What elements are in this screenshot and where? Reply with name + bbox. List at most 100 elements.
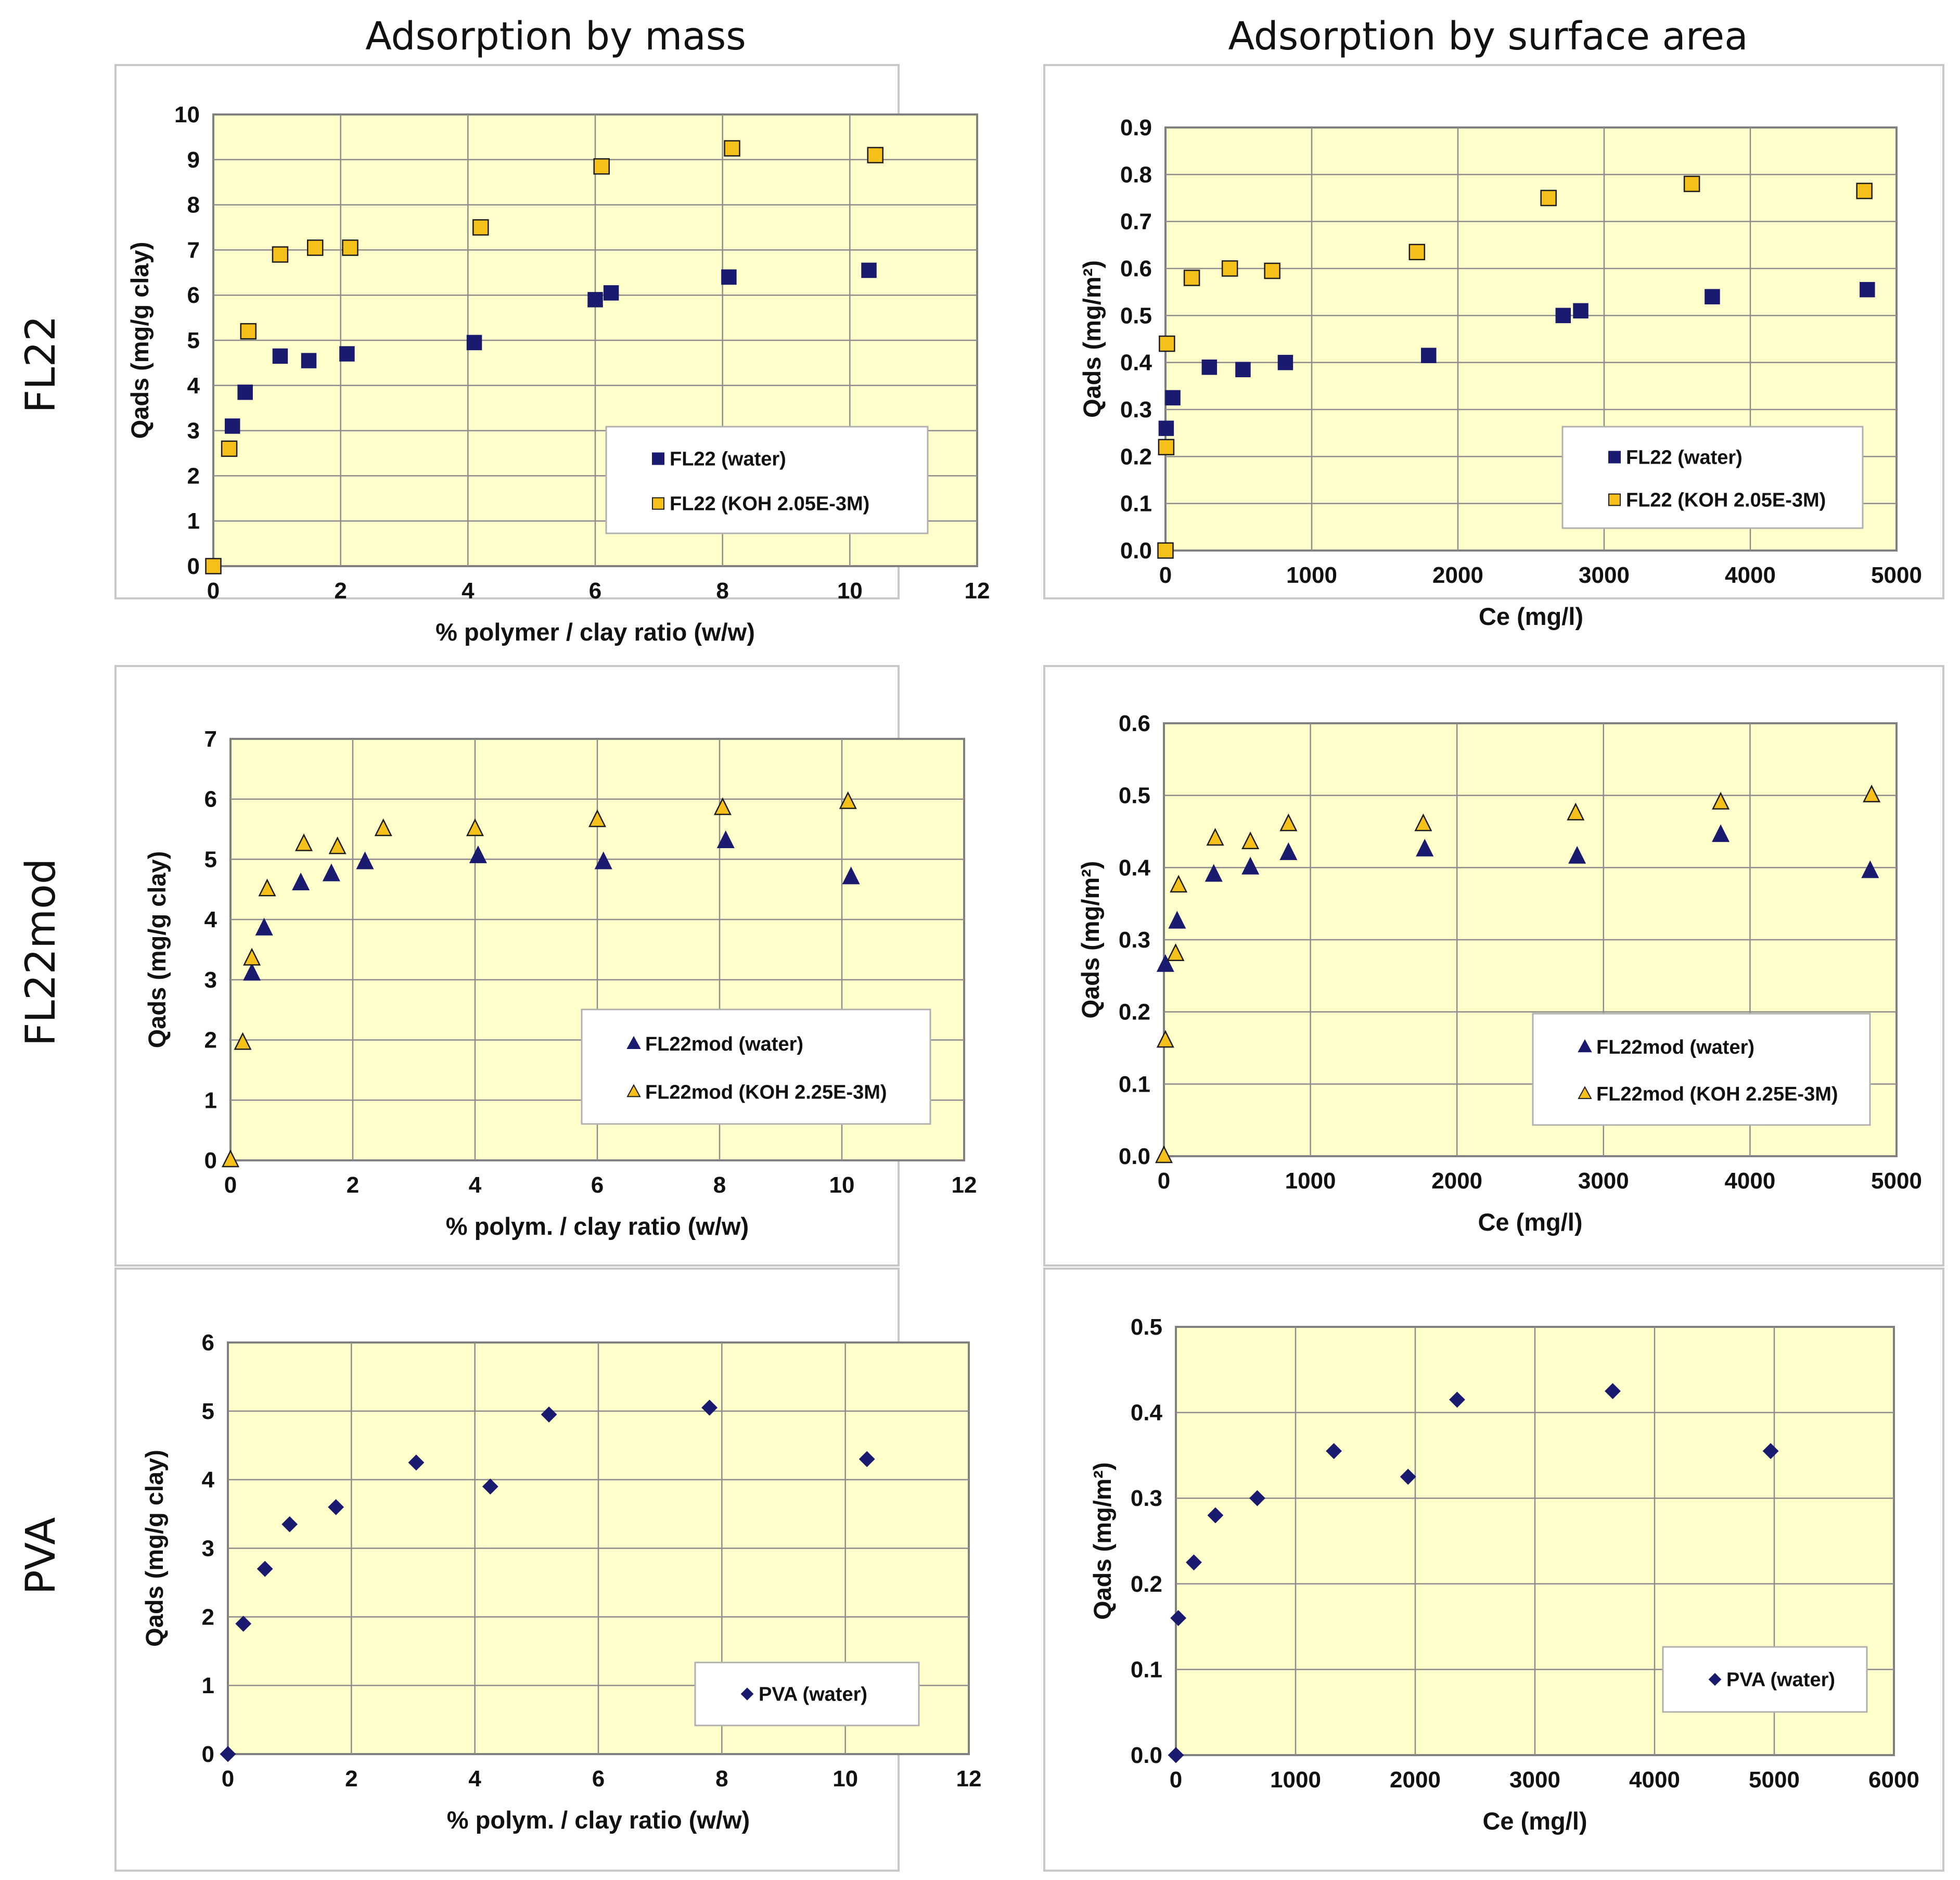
legend-label: PVA (water) bbox=[759, 1684, 867, 1706]
data-point-triangle bbox=[1712, 824, 1730, 842]
data-point-square bbox=[1705, 289, 1720, 304]
legend-box bbox=[581, 1008, 931, 1125]
data-point-square bbox=[861, 262, 877, 278]
data-point-triangle bbox=[234, 1032, 252, 1050]
chart-panel-6: 0 1000 2000 3000 4000 5000 6000 0.0 0.1 0.2 0.3 0.4… bbox=[1043, 1268, 1944, 1872]
y-tick-label: 3 bbox=[204, 967, 217, 993]
y-tick-label: 6 bbox=[187, 283, 200, 308]
y-tick-label: 6 bbox=[202, 1330, 214, 1355]
y-tick-label: 2 bbox=[187, 463, 200, 489]
legend-box bbox=[605, 426, 929, 534]
y-tick-label: 10 bbox=[174, 102, 200, 127]
x-tick-label: 4000 bbox=[1629, 1767, 1680, 1793]
y-tick-label: 2 bbox=[202, 1604, 214, 1630]
data-point-triangle bbox=[1156, 954, 1174, 972]
data-point-square bbox=[205, 558, 222, 574]
legend-label: FL22mod (KOH 2.25E-3M) bbox=[645, 1081, 887, 1103]
y-tick-label: 1 bbox=[187, 508, 200, 534]
y-tick-label: 4 bbox=[202, 1467, 215, 1493]
data-point-square bbox=[1264, 262, 1280, 279]
x-tick-label: 4 bbox=[469, 1172, 482, 1198]
data-point-triangle bbox=[1712, 791, 1730, 810]
data-point-square bbox=[1158, 420, 1174, 436]
data-point-triangle bbox=[839, 791, 857, 809]
data-point-diamond bbox=[1400, 1468, 1416, 1485]
data-point-triangle bbox=[243, 948, 261, 966]
data-point-triangle bbox=[716, 830, 735, 848]
y-tick-label: 7 bbox=[187, 237, 200, 263]
x-tick-label: 3000 bbox=[1509, 1767, 1560, 1793]
x-tick-label: 10 bbox=[832, 1766, 858, 1792]
y-tick-label: 0.5 bbox=[1131, 1314, 1162, 1340]
legend-label: FL22 (water) bbox=[670, 449, 786, 470]
data-point-diamond bbox=[235, 1616, 252, 1632]
data-point-diamond bbox=[220, 1746, 236, 1762]
x-tick-label: 5000 bbox=[1871, 562, 1922, 588]
data-point-square bbox=[1421, 348, 1437, 363]
y-tick-label: 0.3 bbox=[1120, 397, 1152, 423]
y-tick-label: 6 bbox=[204, 787, 217, 812]
data-point-square bbox=[1573, 303, 1589, 319]
x-tick-label: 3000 bbox=[1579, 562, 1630, 588]
x-tick-label: 12 bbox=[952, 1172, 977, 1198]
y-tick-label: 0.2 bbox=[1119, 1000, 1150, 1025]
x-tick-label: 3000 bbox=[1578, 1168, 1629, 1194]
y-tick-label: 3 bbox=[187, 418, 200, 444]
y-tick-label: 0 bbox=[187, 554, 200, 579]
data-point-triangle bbox=[221, 1149, 240, 1168]
y-tick-label: 8 bbox=[187, 193, 200, 218]
x-tick-label: 2 bbox=[347, 1172, 359, 1198]
legend-label: FL22 (water) bbox=[1626, 447, 1743, 469]
legend-marker bbox=[626, 1084, 641, 1097]
data-point-square bbox=[1277, 354, 1293, 370]
data-point-diamond bbox=[1326, 1443, 1342, 1460]
legend-marker bbox=[740, 1687, 754, 1700]
x-axis-title: % polym. / clay ratio (w/w) bbox=[446, 1212, 749, 1240]
y-axis-title: Qads (mg/m²) bbox=[1088, 1462, 1116, 1620]
data-point-triangle bbox=[1156, 1030, 1174, 1048]
data-point-diamond bbox=[1170, 1610, 1187, 1627]
y-axis-title: Qads (mg/g clay) bbox=[126, 242, 153, 439]
legend-label: FL22mod (KOH 2.25E-3M) bbox=[1596, 1083, 1838, 1105]
row-label-fl22: FL22 bbox=[18, 315, 65, 413]
data-point-square bbox=[603, 285, 619, 301]
data-point-diamond bbox=[1186, 1554, 1202, 1571]
y-tick-label: 0.3 bbox=[1131, 1486, 1162, 1511]
x-tick-label: 0 bbox=[1159, 562, 1172, 588]
data-point-square bbox=[1856, 183, 1873, 199]
data-point-triangle bbox=[258, 878, 276, 897]
x-tick-label: 0 bbox=[1158, 1168, 1170, 1194]
data-point-diamond bbox=[408, 1454, 425, 1471]
data-point-triangle bbox=[294, 833, 313, 851]
y-tick-label: 0.1 bbox=[1120, 491, 1152, 517]
x-axis-title: Ce (mg/l) bbox=[1479, 603, 1583, 630]
x-tick-label: 0 bbox=[222, 1766, 234, 1792]
x-tick-label: 1000 bbox=[1286, 562, 1337, 588]
x-tick-label: 5000 bbox=[1749, 1767, 1800, 1793]
data-point-square bbox=[1683, 175, 1700, 193]
legend-marker bbox=[1708, 1673, 1722, 1686]
data-point-square bbox=[587, 292, 603, 308]
data-point-square bbox=[237, 385, 253, 400]
data-point-square bbox=[272, 246, 289, 263]
x-tick-label: 10 bbox=[829, 1172, 855, 1198]
y-tick-label: 0 bbox=[202, 1742, 214, 1767]
legend-marker bbox=[1608, 493, 1621, 506]
x-tick-label: 6000 bbox=[1868, 1767, 1919, 1793]
y-tick-label: 0.4 bbox=[1119, 855, 1151, 880]
x-axis-title: % polym. / clay ratio (w/w) bbox=[447, 1806, 750, 1834]
legend-box bbox=[694, 1661, 920, 1726]
x-axis-title: % polymer / clay ratio (w/w) bbox=[435, 618, 755, 646]
x-tick-label: 2000 bbox=[1390, 1767, 1441, 1793]
data-point-triangle bbox=[1206, 828, 1224, 846]
data-point-triangle bbox=[1170, 875, 1188, 893]
data-point-square bbox=[1165, 390, 1181, 406]
data-point-square bbox=[342, 239, 358, 256]
y-tick-label: 9 bbox=[187, 147, 200, 173]
data-point-triangle bbox=[1168, 911, 1186, 929]
data-point-square bbox=[724, 140, 740, 157]
x-tick-label: 12 bbox=[956, 1766, 982, 1792]
